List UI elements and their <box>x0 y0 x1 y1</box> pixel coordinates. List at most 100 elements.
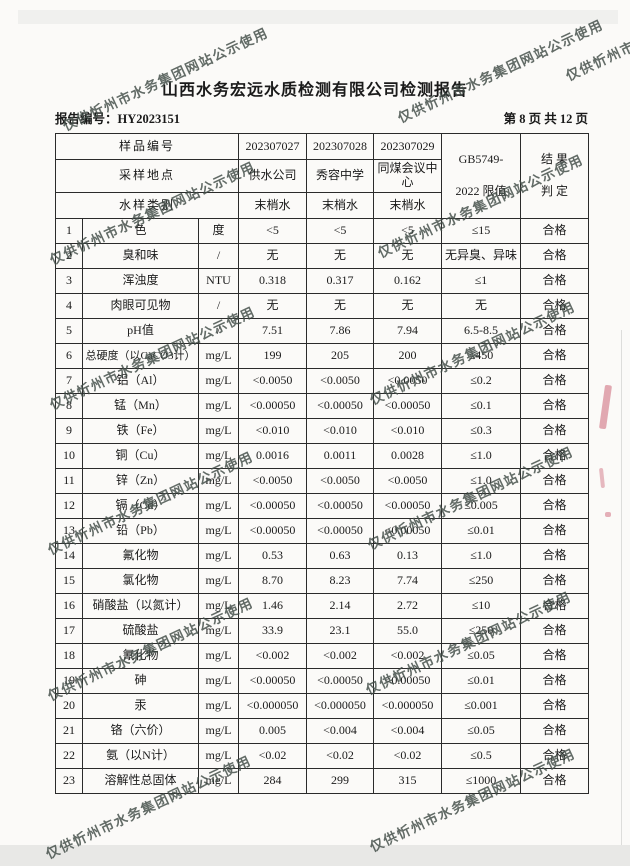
param-unit: mg/L <box>198 768 239 794</box>
row-number: 7 <box>55 368 83 394</box>
sample3-value: <0.0050 <box>373 468 442 494</box>
row-number: 5 <box>55 318 83 344</box>
row-number: 6 <box>55 343 83 369</box>
param-name: 色 <box>82 218 199 244</box>
page-indicator: 第 8 页 共 12 页 <box>503 112 588 126</box>
table-row: 17 硫酸盐 mg/L 33.9 23.1 55.0 ≤250 合格 <box>55 618 589 644</box>
limit-value: ≤0.05 <box>441 643 521 669</box>
limit-value: ≤0.005 <box>441 493 521 519</box>
sample2-value: <0.00050 <box>306 493 374 519</box>
sample2-value: 无 <box>306 243 374 269</box>
sample2-value: <5 <box>306 218 374 244</box>
param-unit: mg/L <box>198 418 239 444</box>
param-unit: mg/L <box>198 343 239 369</box>
param-unit: mg/L <box>198 593 239 619</box>
result-value: 合格 <box>520 218 589 244</box>
header-row-sample-no: 样品编号 202307027 202307028 202307029 GB574… <box>55 133 589 219</box>
row-number: 22 <box>55 743 83 769</box>
param-name: 铝（Al） <box>82 368 199 394</box>
sample2-value: 299 <box>306 768 374 794</box>
sample3-value: <0.02 <box>373 743 442 769</box>
param-unit: mg/L <box>198 568 239 594</box>
table-row: 3 浑浊度 NTU 0.318 0.317 0.162 ≤1 合格 <box>55 268 589 294</box>
limit-value: ≤0.05 <box>441 718 521 744</box>
sample3-value: 0.0028 <box>373 443 442 469</box>
result-header-line2: 判 定 <box>540 184 568 199</box>
limit-value: ≤0.01 <box>441 518 521 544</box>
sample2-value: <0.00050 <box>306 518 374 544</box>
param-unit: mg/L <box>198 468 239 494</box>
sample3-value: <0.010 <box>373 418 442 444</box>
row-number: 3 <box>55 268 83 294</box>
sample2-number: 202307028 <box>306 133 374 160</box>
param-unit: mg/L <box>198 693 239 719</box>
site-label: 采样地点 <box>55 159 239 193</box>
param-unit: mg/L <box>198 368 239 394</box>
sample1-value: <0.010 <box>238 418 307 444</box>
sample2-value: 7.86 <box>306 318 374 344</box>
sample3-site: 同煤会议中心 <box>373 159 442 193</box>
sample2-value: <0.004 <box>306 718 374 744</box>
header-row-type: 水样类别 末梢水 末梢水 末梢水 <box>55 192 589 219</box>
param-unit: mg/L <box>198 718 239 744</box>
param-name: 总硬度（以CaCO3计） <box>82 343 199 369</box>
sample1-value: 0.53 <box>238 543 307 569</box>
scan-artifact-top <box>18 10 618 24</box>
table-row: 22 氨（以N计） mg/L <0.02 <0.02 <0.02 ≤0.5 合格 <box>55 743 589 769</box>
header-row-site: 采样地点 供水公司 秀容中学 同煤会议中心 <box>55 159 589 193</box>
param-unit: mg/L <box>198 668 239 694</box>
row-number: 8 <box>55 393 83 419</box>
limit-value: ≤1.0 <box>441 468 521 494</box>
sample3-value: <0.0050 <box>373 368 442 394</box>
type-label: 水样类别 <box>55 192 239 219</box>
limit-value: 无异臭、异味 <box>441 243 521 269</box>
sample1-value: <0.0050 <box>238 368 307 394</box>
result-value: 合格 <box>520 643 589 669</box>
sample1-value: 0.005 <box>238 718 307 744</box>
result-value: 合格 <box>520 368 589 394</box>
sample1-site: 供水公司 <box>238 159 307 193</box>
sample2-value: 0.63 <box>306 543 374 569</box>
table-row: 12 镉（Cd） mg/L <0.00050 <0.00050 <0.00050 ≤0.00… <box>55 493 589 519</box>
param-name: 浑浊度 <box>82 268 199 294</box>
sample1-value: 284 <box>238 768 307 794</box>
sample1-value: 0.318 <box>238 268 307 294</box>
param-name: 砷 <box>82 668 199 694</box>
row-number: 12 <box>55 493 83 519</box>
result-value: 合格 <box>520 693 589 719</box>
sample2-type: 末梢水 <box>306 192 374 219</box>
sample2-value: 0.0011 <box>306 443 374 469</box>
param-name: 硫酸盐 <box>82 618 199 644</box>
row-number: 17 <box>55 618 83 644</box>
sample1-value: 199 <box>238 343 307 369</box>
limit-value: ≤0.01 <box>441 668 521 694</box>
table-row: 2 臭和味 / 无无无无异臭、异味 合格 <box>55 243 589 269</box>
red-ink-mark <box>598 384 613 430</box>
sample3-value: <0.00050 <box>373 393 442 419</box>
red-ink-mark <box>605 512 611 517</box>
result-column-header: 结 果 判 定 <box>520 133 589 219</box>
sample3-value: 7.74 <box>373 568 442 594</box>
limit-value: ≤0.3 <box>441 418 521 444</box>
table-row: 1 色度 <5 <5 <5 ≤15 合格 <box>55 218 589 244</box>
sample2-value: <0.010 <box>306 418 374 444</box>
table-row: 13 铅（Pb） mg/L <0.00050 <0.00050 <0.00050 ≤0.01… <box>55 518 589 544</box>
row-number: 14 <box>55 543 83 569</box>
result-value: 合格 <box>520 318 589 344</box>
result-value: 合格 <box>520 743 589 769</box>
sample3-value: 0.13 <box>373 543 442 569</box>
limit-value: 无 <box>441 293 521 319</box>
table-row: 11 锌（Zn） mg/L <0.0050 <0.0050 <0.0050 ≤1.0 合格 <box>55 468 589 494</box>
sample2-value: <0.0050 <box>306 368 374 394</box>
sample1-value: 1.46 <box>238 593 307 619</box>
sample3-value: 200 <box>373 343 442 369</box>
sample3-value: 0.162 <box>373 268 442 294</box>
sample2-value: <0.0050 <box>306 468 374 494</box>
scan-edge-line <box>621 330 622 845</box>
sample3-value: <0.00050 <box>373 668 442 694</box>
sample1-number: 202307027 <box>238 133 307 160</box>
param-unit: mg/L <box>198 643 239 669</box>
limit-value: ≤0.1 <box>441 393 521 419</box>
sample2-value: <0.00050 <box>306 668 374 694</box>
limit-value: ≤250 <box>441 618 521 644</box>
